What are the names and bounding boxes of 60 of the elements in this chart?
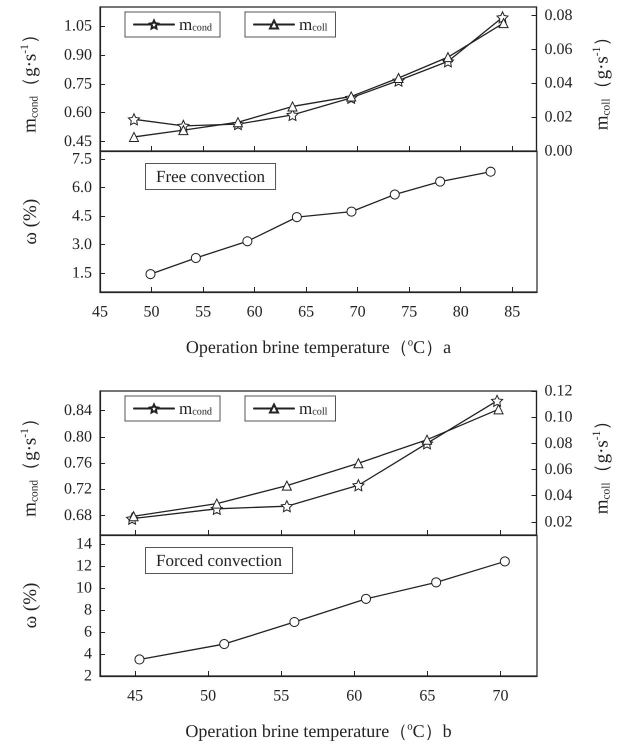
x-tick-label: 85	[504, 304, 520, 320]
x-tick-label: 80	[452, 304, 469, 320]
y-tick-label: 14	[76, 535, 92, 552]
y2-axis-title: mcoll（g·s-1）	[591, 28, 612, 130]
y-tick-label: 4	[84, 645, 92, 662]
y-tick-label: 0.76	[64, 454, 92, 472]
y-tick-label: 3.0	[72, 236, 92, 253]
x-tick-label: 60	[346, 688, 362, 704]
y2-tick-label: 0.10	[544, 408, 572, 426]
x-tick-label: 60	[246, 304, 263, 320]
y-tick-label: 0.80	[64, 428, 92, 446]
x-tick-label: 65	[298, 304, 314, 320]
annotation: Free convection	[156, 167, 266, 186]
y2-tick-label: 0.06	[544, 40, 572, 58]
y2-tick-label: 0.12	[544, 382, 572, 400]
annotation: Forced convection	[156, 551, 283, 570]
x-tick-label: 50	[200, 688, 216, 704]
legend-label: mcoll	[299, 399, 328, 418]
y2-tick-label: 0.08	[544, 434, 572, 452]
y-tick-label: 0.68	[64, 506, 92, 524]
y-tick-label: 6.0	[72, 179, 92, 196]
y2-tick-label: 0.00	[544, 142, 572, 160]
y2-tick-label: 0.02	[544, 513, 572, 530]
x-tick-label: 65	[419, 688, 436, 704]
y-tick-label: 0.75	[64, 75, 92, 92]
y-axis-title: ω (%)	[20, 198, 41, 245]
y-tick-label: 8	[84, 601, 92, 618]
y-tick-label: 0.90	[64, 46, 92, 64]
y-tick-label: 1.05	[64, 18, 92, 35]
y-tick-label: 0.60	[64, 104, 92, 122]
legend-label: mcond	[179, 399, 212, 418]
y-axis-title: mcond（g·s-1）	[19, 409, 40, 517]
x-tick-label: 70	[350, 304, 366, 320]
y2-tick-label: 0.04	[544, 74, 572, 92]
y-tick-label: 10	[76, 579, 92, 596]
legend-label: mcond	[179, 15, 212, 34]
y-tick-label: 6	[84, 623, 92, 640]
y2-axis-title: mcoll（g·s-1）	[591, 412, 612, 514]
y-axis-title: mcond（g·s-1）	[19, 25, 40, 133]
y-tick-label: 7.5	[72, 150, 92, 168]
y-tick-label: 4.5	[72, 208, 92, 224]
y-tick-label: 0.72	[64, 480, 92, 498]
y2-tick-label: 0.04	[544, 487, 572, 504]
y2-tick-label: 0.08	[544, 6, 572, 24]
y2-tick-label: 0.06	[544, 461, 572, 478]
y-tick-label: 12	[76, 557, 92, 574]
legend-label: mcoll	[299, 15, 328, 34]
x-tick-label: 45	[127, 688, 144, 704]
y-tick-label: 0.84	[64, 402, 92, 420]
x-tick-label: 45	[92, 304, 108, 320]
x-tick-label: 55	[273, 688, 290, 704]
y2-tick-label: 0.02	[544, 108, 572, 126]
y-tick-label: 1.5	[72, 264, 92, 282]
x-tick-label: 70	[492, 688, 508, 704]
x-tick-label: 50	[144, 304, 160, 320]
x-tick-label: 55	[195, 304, 212, 320]
y-tick-label: 2	[84, 668, 92, 684]
x-tick-label: 75	[401, 304, 418, 320]
y-axis-title: ω (%)	[20, 582, 41, 628]
y-tick-label: 0.45	[64, 132, 92, 150]
